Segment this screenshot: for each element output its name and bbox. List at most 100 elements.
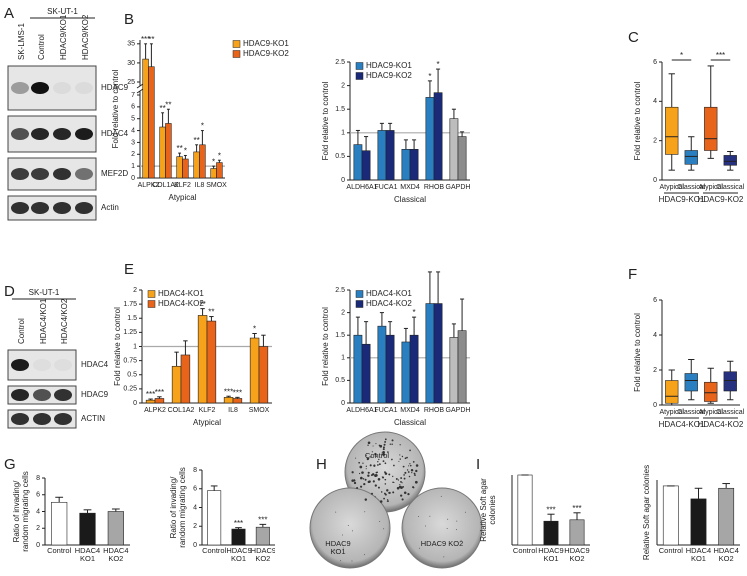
colony [429,515,431,517]
y-axis-label: random migrating cells [178,467,187,547]
x-tick-label: HDAC9 KO2 [251,547,275,563]
legend-swatch [232,50,241,58]
y-tick-label: 1.5 [335,332,345,339]
colony [455,529,457,531]
box [704,106,718,151]
y-tick-label: 8 [36,475,40,482]
colony [367,474,370,477]
colony [364,511,366,513]
x-tick-label: ALPK2 [144,407,166,414]
bar [199,144,206,179]
colony [412,486,415,489]
box [684,150,698,165]
x-tick-label: RHOB [424,184,445,191]
colony [374,496,376,498]
y-tick-label: 2 [36,525,40,532]
colony [415,464,419,467]
bar [543,520,559,546]
y-tick-label: 0 [193,542,197,549]
bar [79,512,96,546]
box [704,381,718,402]
lane-label: Control [17,318,26,344]
colony [402,486,405,488]
colony [383,492,386,495]
colony [409,463,411,465]
colony [407,471,410,473]
legend-swatch [355,62,364,70]
lane-label: SK-LMS-1 [17,23,26,60]
legend-label: HDAC4-KO2 [366,299,412,308]
significance: ** [159,104,165,113]
colony [377,478,381,481]
y-tick-label: 0 [131,175,135,182]
x-tick-label: Atypical [659,409,684,416]
legend-swatch [355,72,364,80]
bar [662,485,679,546]
bar [216,162,223,179]
colony [381,452,383,454]
colony [400,481,402,483]
colony [382,453,385,456]
colony [353,481,357,485]
x-tick-label: IL8 [195,182,205,189]
bar [433,92,443,181]
colony [360,485,363,488]
plate-label: HDAC9 KO1 [325,540,351,556]
colony [409,449,411,452]
bar [449,118,459,181]
colony [369,464,372,467]
x-tick-label: IL8 [228,407,238,414]
x-tick-label: MXD4 [400,184,420,191]
y-tick-label: 0.5 [127,372,137,379]
bar [107,511,124,546]
colony [401,455,404,458]
bar [249,337,260,404]
y-tick-label: 2.5 [335,287,345,294]
x-tick-label: HDAC4 KO1 [75,547,100,563]
colony [358,472,361,475]
legend-label: HDAC9-KO1 [366,61,412,70]
significance: ** [208,308,214,317]
y-axis-label: Fold relative to control [633,313,642,392]
x-tick-label: Control [512,547,538,555]
colony [388,492,390,494]
legend-label: HDAC4-KO1 [366,289,412,298]
colony [384,440,387,443]
panel-letter: I [476,456,480,473]
significance: *** [224,387,233,396]
y-tick-label: 4 [653,98,657,105]
significance: ** [165,100,171,109]
significance: * [212,157,215,166]
lane-label: HDAC9/KO2 [81,14,90,60]
legend-label: HDAC9-KO1 [243,39,289,48]
colony [392,481,394,484]
x-tick-label: KLF2 [174,182,191,189]
colony [456,520,458,522]
colony [374,484,377,487]
colony [377,464,379,466]
plate-label: HDAC9 KO2 [420,540,464,548]
colony [399,454,401,456]
bar [361,343,371,404]
legend-label: HDAC9-KO2 [366,71,412,80]
colony [380,491,383,493]
bar [182,158,189,179]
colony [347,525,349,527]
x-tick-label: Control [658,547,683,555]
colony [384,462,387,465]
group-label: HDAC9-KO2 [698,195,744,204]
plate-label: HDAC9 KO1 [325,540,351,556]
colony [418,515,420,517]
box [665,380,679,404]
colony [404,457,407,460]
colony [362,478,365,480]
y-tick-label: 1 [133,343,137,350]
colony [379,444,383,448]
significance: * [253,325,256,334]
x-tick-label: Atypical [698,409,723,416]
bar [145,399,156,404]
band [54,413,72,425]
band [33,389,51,401]
colony [367,480,371,484]
